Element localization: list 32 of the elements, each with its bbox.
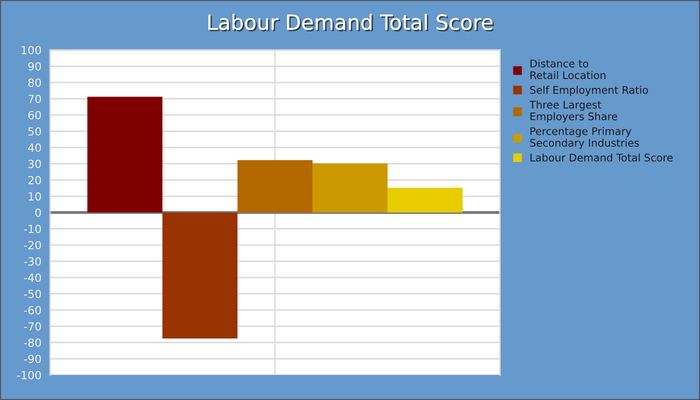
legend-label: Percentage Primary Secondary Industries	[530, 127, 639, 149]
y-tick-label: 100	[22, 46, 41, 54]
y-tick-label: 40	[28, 143, 41, 152]
bar	[237, 160, 313, 212]
y-tick-label: -100	[16, 370, 41, 380]
y-tick-label: 90	[28, 62, 41, 71]
y-tick-label: 80	[28, 78, 41, 87]
chart-title: Labour Demand Total Score	[208, 14, 494, 32]
y-tick-label: -50	[24, 290, 41, 298]
y-tick-label: -20	[24, 240, 41, 250]
y-tick-label: 70	[28, 94, 41, 104]
y-tick-label: 50	[28, 127, 41, 136]
y-tick-label: -10	[24, 224, 41, 234]
y-tick-label: 20	[28, 176, 41, 184]
y-tick-label: -30	[24, 257, 41, 266]
y-tick-label: 60	[28, 110, 41, 120]
y-tick-label: -90	[24, 354, 41, 364]
bar	[162, 212, 238, 338]
bar	[87, 96, 162, 212]
legend-label: Self Employment Ratio	[530, 86, 648, 96]
y-tick-label: 30	[28, 160, 41, 168]
legend-label: Labour Demand Total Score	[530, 153, 673, 162]
y-tick-label: -70	[24, 322, 41, 331]
y-tick-label: 10	[28, 192, 41, 201]
y-tick-label: 0	[35, 208, 41, 217]
bar	[312, 163, 388, 212]
y-tick-label: -40	[24, 273, 41, 282]
legend-label: Distance to Retail Location	[530, 59, 606, 80]
legend-label: Three Largest Employers Share	[529, 100, 618, 122]
y-tick-label: -60	[24, 306, 41, 314]
bar	[388, 188, 463, 212]
y-tick-label: -80	[24, 338, 41, 347]
